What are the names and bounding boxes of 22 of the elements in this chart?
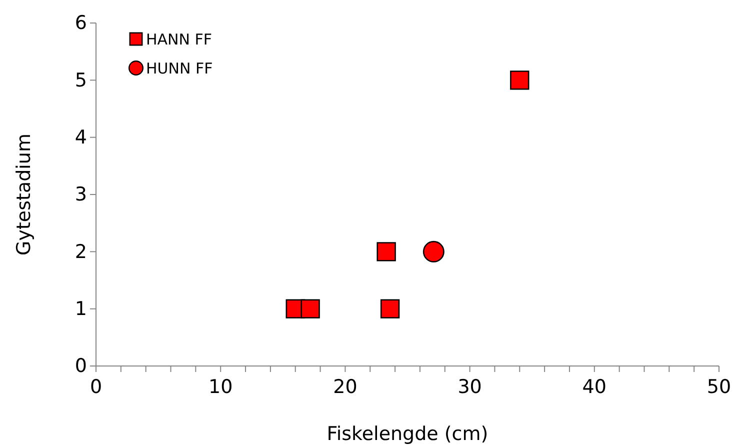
point	[376, 242, 396, 262]
x-tick-label: 20	[333, 376, 358, 398]
y-tick-label: 1	[74, 298, 87, 320]
y-tick-label: 5	[74, 69, 87, 92]
point	[300, 299, 320, 318]
x-tick-label: 50	[706, 376, 732, 398]
legend-label: HANN FF	[146, 30, 212, 48]
y-axis-title: Gytestadium	[13, 134, 35, 256]
point	[422, 240, 444, 262]
legend-label: HUNN FF	[146, 59, 213, 78]
x-axis-title: Fiskelengde (cm)	[326, 423, 488, 445]
x-tick-label: 0	[90, 376, 102, 398]
y-tick-label: 6	[74, 12, 87, 34]
y-tick-label: 4	[74, 126, 87, 148]
point	[510, 70, 530, 90]
y-tick-label: 3	[74, 184, 87, 206]
x-tick-label: 30	[458, 376, 482, 398]
y-tick-label: 2	[74, 240, 87, 263]
x-tick-label: 40	[582, 376, 606, 398]
x-tick-label: 10	[208, 376, 233, 398]
y-tick-label: 0	[74, 355, 87, 378]
point	[380, 299, 400, 318]
